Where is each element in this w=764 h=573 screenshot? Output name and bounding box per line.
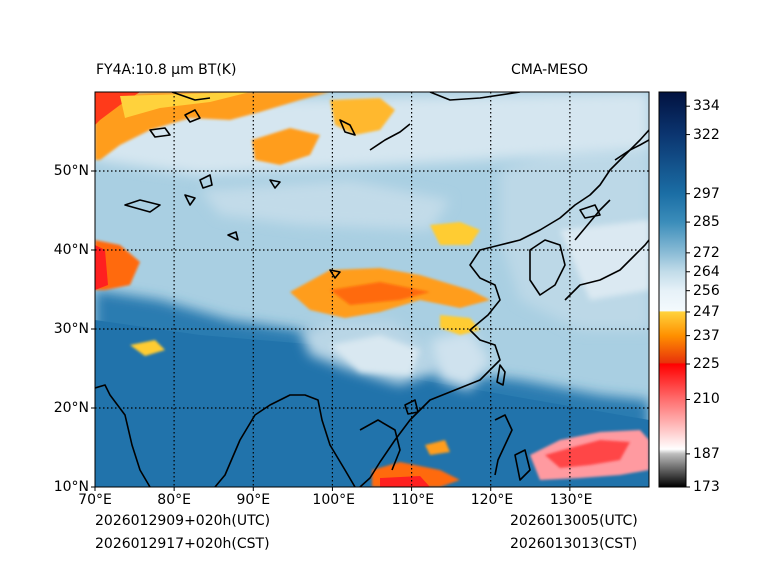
lat-tick-label: 50°N xyxy=(53,163,89,179)
coastlines xyxy=(95,92,649,487)
title-left: FY4A:10.8 μm BT(K) xyxy=(96,62,237,78)
init-time-utc: 2026012909+020h(UTC) xyxy=(95,513,271,529)
lon-tick-label: 90°E xyxy=(236,492,271,508)
graticule xyxy=(95,92,649,487)
colorbar-tick-label: 285 xyxy=(693,214,720,231)
colorbar-tick-label: 247 xyxy=(693,303,720,320)
brightness-temperature-field xyxy=(95,92,649,487)
lon-tick-label: 110°E xyxy=(391,492,435,508)
lat-tick-label: 40°N xyxy=(53,242,89,258)
colorbar-tick-label: 237 xyxy=(693,327,720,344)
valid-time-cst: 2026013013(CST) xyxy=(510,536,638,552)
lat-tick-label: 30°N xyxy=(53,321,89,337)
lon-tick-label: 70°E xyxy=(78,492,112,508)
map-frame xyxy=(94,91,650,488)
valid-time-utc: 2026013005(UTC) xyxy=(510,513,638,529)
colorbar xyxy=(658,91,687,488)
colorbar-tick-label: 322 xyxy=(693,126,720,143)
colorbar-tick-label: 256 xyxy=(693,282,720,299)
colorbar-tick-label: 334 xyxy=(693,98,720,115)
lon-tick-label: 120°E xyxy=(470,492,514,508)
colorbar-tick-label: 272 xyxy=(693,244,720,261)
colorbar-tick-label: 210 xyxy=(693,391,720,408)
init-time-cst: 2026012917+020h(CST) xyxy=(95,536,270,552)
lon-tick-label: 130°E xyxy=(549,492,593,508)
lon-tick-label: 80°E xyxy=(157,492,191,508)
colorbar-tick-label: 264 xyxy=(693,263,720,280)
title-right: CMA-MESO xyxy=(511,62,589,78)
lat-tick-label: 20°N xyxy=(53,400,89,416)
colorbar-tick-label: 225 xyxy=(693,356,720,372)
lon-tick-label: 100°E xyxy=(312,492,355,508)
colorbar-tick-label: 173 xyxy=(693,479,720,495)
colorbar-tick-marks xyxy=(686,105,690,488)
lat-tick-label: 10°N xyxy=(53,479,89,495)
colorbar-tick-label: 297 xyxy=(693,185,720,202)
colorbar-tick-label: 187 xyxy=(693,445,720,462)
axis-tick-marks xyxy=(91,170,571,491)
